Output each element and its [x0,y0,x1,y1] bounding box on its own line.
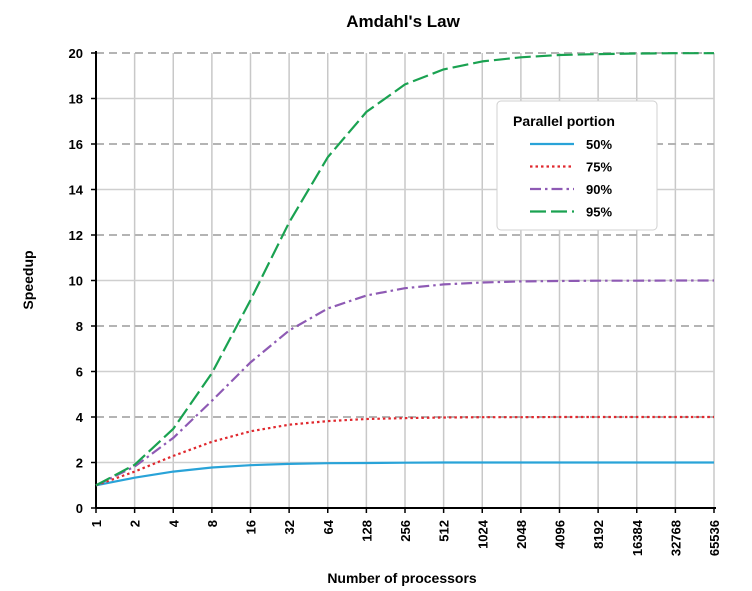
legend-items: 50% 75% 90% 95% [530,137,612,220]
chart-title: Amdahl's Law [346,12,460,31]
x-tick-label: 64 [321,519,336,534]
y-tick-label: 6 [76,365,83,380]
legend-title: Parallel portion [513,113,615,129]
series-group [95,52,714,487]
y-axis-label: Speedup [20,250,36,309]
x-tick-label: 16 [244,520,259,534]
x-tick-label: 2048 [514,520,529,549]
legend-entry-label: 95% [586,205,612,220]
x-tick-label: 1024 [475,519,490,549]
x-tick-label: 65536 [707,520,722,556]
legend-entry-label: 50% [586,137,612,152]
x-tick-label: 256 [398,520,413,542]
series-line-90pct [95,279,714,487]
legend-box [496,100,658,231]
x-tick-label: 4096 [553,520,568,549]
x-tick-label: 1 [89,520,104,527]
y-tick-label: 10 [69,274,83,289]
y-tick-label: 8 [76,319,83,334]
legend: Parallel portion 50% 75% 90% 95% [496,100,658,231]
x-tick-label: 32 [282,520,297,534]
series-line-95pct [95,52,714,487]
x-tick-label: 16384 [630,519,645,556]
y-tick-label: 16 [69,137,83,152]
y-tick-label: 4 [76,410,84,425]
y-tick-label: 18 [69,92,83,107]
series-line-50pct [95,461,714,487]
y-tick-label: 2 [76,456,83,471]
y-tick-label: 14 [69,183,84,198]
x-axis-label: Number of processors [327,570,477,586]
x-tick-label: 8 [205,520,220,527]
x-tick-label: 8192 [591,520,606,549]
y-tick-label: 12 [69,228,83,243]
y-tick-label: 0 [76,501,83,516]
x-tick-label: 2 [128,520,143,527]
x-tick-label: 4 [166,519,181,527]
x-tick-label: 32768 [668,520,683,556]
legend-entry-label: 90% [586,182,612,197]
legend-entry-label: 75% [586,160,612,175]
axes [91,51,716,513]
series-line-75pct [95,415,714,487]
y-tick-label: 20 [69,46,83,61]
x-tick-label: 512 [437,520,452,542]
x-tick-label: 128 [359,520,374,542]
